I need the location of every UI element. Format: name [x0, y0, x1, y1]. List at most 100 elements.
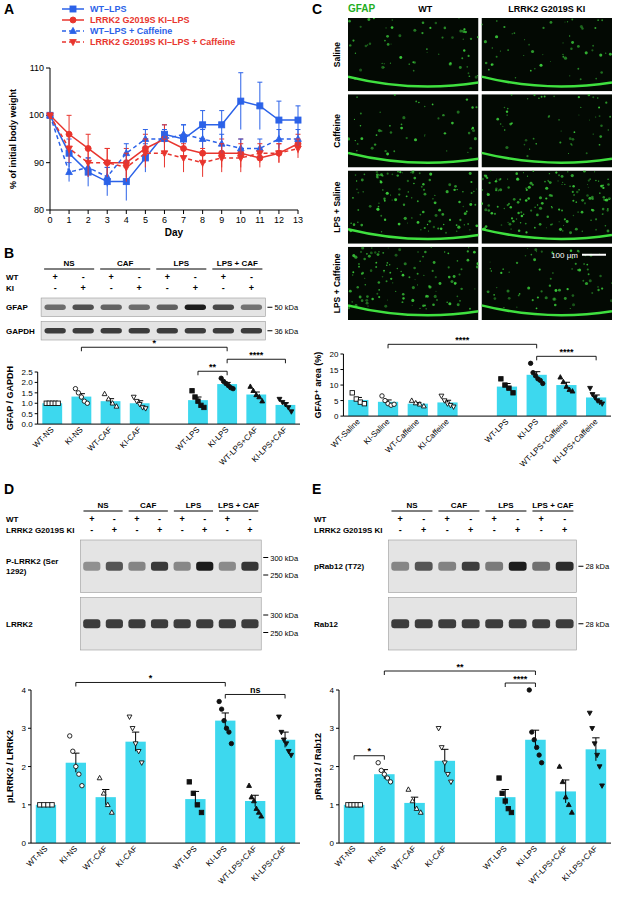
- gfap-signal: [415, 279, 416, 280]
- gfap-signal: [575, 228, 578, 231]
- gfap-signal: [559, 221, 560, 222]
- panel-label: C: [312, 1, 322, 17]
- gfap-signal: [424, 134, 425, 135]
- gfap-signal: [435, 22, 438, 25]
- tissue-edge: [482, 77, 613, 87]
- gfap-signal: [424, 135, 425, 136]
- gfap-signal: [471, 106, 473, 108]
- gfap-signal: [473, 191, 474, 192]
- gfap-signal: [471, 192, 473, 194]
- data-point: [217, 699, 221, 703]
- data-point: [109, 810, 114, 814]
- panel-label: A: [4, 1, 14, 17]
- micrograph: 100 μm: [482, 247, 613, 320]
- gfap-signal: [352, 271, 354, 273]
- error-cap: [105, 148, 110, 149]
- gfap-signal: [548, 115, 550, 117]
- y-tick-label: 0: [330, 839, 335, 848]
- gfap-signal: [356, 286, 358, 288]
- gfap-signal: [562, 54, 563, 55]
- gfap-signal: [551, 194, 554, 197]
- gfap-signal: [361, 273, 363, 275]
- gfap-signal: [457, 303, 460, 306]
- data-point: [406, 787, 411, 791]
- gfap-signal: [501, 224, 503, 226]
- gfap-signal: [477, 36, 479, 38]
- gfap-signal: [566, 288, 568, 290]
- gfap-signal: [402, 297, 405, 300]
- gfap-signal: [467, 250, 469, 252]
- gfap-signal: [569, 185, 571, 187]
- lane-sign: -: [158, 514, 161, 524]
- blot-band: [106, 562, 123, 571]
- gfap-signal: [595, 218, 597, 220]
- gfap-signal: [530, 254, 532, 256]
- bar: [404, 803, 425, 843]
- row-label: Caffeine: [332, 114, 342, 148]
- gfap-signal: [395, 254, 398, 257]
- blot-band: [213, 328, 234, 334]
- blot-band: [174, 619, 191, 628]
- stain-label: GFAP: [348, 3, 376, 14]
- gfap-signal: [469, 308, 471, 310]
- point: [237, 156, 244, 162]
- gfap-signal: [568, 153, 569, 154]
- gfap-signal: [361, 179, 364, 182]
- y-axis: [50, 68, 51, 210]
- data-point: [541, 381, 545, 385]
- gfap-signal: [468, 55, 470, 57]
- gfap-signal: [496, 56, 498, 58]
- size-label: 300 kDa: [270, 554, 299, 563]
- data-point: [597, 765, 602, 769]
- lane-sign: +: [165, 272, 170, 282]
- lane-sign: +: [52, 272, 57, 282]
- y-tick: [336, 804, 339, 805]
- gfap-signal: [592, 209, 595, 212]
- lane-sign: -: [222, 283, 225, 293]
- data-point: [289, 410, 294, 414]
- data-point: [227, 730, 231, 734]
- gfap-signal: [438, 209, 441, 212]
- micrograph-ground: [482, 18, 613, 91]
- data-point: [256, 810, 261, 814]
- gfap-signal: [531, 50, 534, 53]
- gfap-signal: [605, 199, 607, 201]
- gfap-signal: [411, 171, 414, 174]
- data-point: [497, 776, 501, 780]
- gfap-signal: [364, 173, 366, 175]
- data-point: [595, 753, 600, 757]
- lane-sign: +: [398, 514, 403, 524]
- lane-sign: -: [516, 514, 519, 524]
- gfap-signal: [451, 36, 454, 39]
- gfap-signal: [570, 308, 571, 309]
- data-point: [133, 742, 138, 746]
- lane-sign: +: [112, 525, 117, 535]
- band-label-line: LRRK2: [6, 620, 33, 629]
- band-label-line: P-LRRK2 (Ser: [6, 557, 58, 566]
- gfap-signal: [510, 228, 511, 229]
- gfap-signal: [529, 148, 530, 149]
- gfap-signal: [554, 304, 557, 307]
- gfap-signal: [444, 251, 445, 252]
- gfap-signal: [585, 51, 588, 54]
- lane-group: NS: [64, 259, 76, 268]
- size-tick: [263, 632, 268, 633]
- x-tick-label: KI-CAF: [118, 425, 143, 450]
- gfap-signal: [605, 225, 607, 227]
- gfap-signal: [443, 224, 444, 225]
- data-point: [260, 399, 265, 403]
- column-head: LRRK2 G2019S KI: [508, 4, 585, 14]
- gfap-signal: [423, 275, 424, 276]
- data-point: [528, 361, 532, 365]
- gfap-signal: [528, 186, 531, 189]
- gfap-signal: [557, 180, 558, 181]
- group-line: [532, 511, 573, 512]
- gfap-signal: [459, 300, 461, 302]
- blot-band: [128, 619, 145, 628]
- gfap-signal: [578, 269, 581, 272]
- significance-label: ****: [455, 335, 470, 345]
- error-cap: [102, 789, 109, 790]
- gfap-signal: [541, 202, 544, 205]
- gfap-signal: [525, 223, 527, 225]
- scale-bar: [582, 254, 606, 256]
